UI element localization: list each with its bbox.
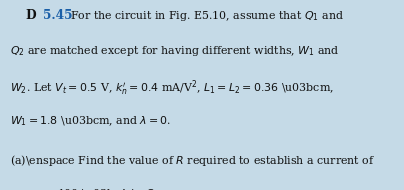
- Text: D: D: [25, 9, 36, 21]
- Text: $W_2$. Let $V_t = 0.5$ V, $k_n' = 0.4$ mA/V$^2$, $L_1 = L_2 = 0.36$ \u03bcm,: $W_2$. Let $V_t = 0.5$ V, $k_n' = 0.4$ m…: [10, 79, 334, 98]
- Text: $Q_2$ are matched except for having different widths, $W_1$ and: $Q_2$ are matched except for having diff…: [10, 44, 340, 58]
- Text: (a)\enspace Find the value of $R$ required to establish a current of: (a)\enspace Find the value of $R$ requir…: [10, 153, 375, 168]
- Text: 100 \u03bcA in $Q_1$.: 100 \u03bcA in $Q_1$.: [57, 188, 163, 190]
- Text: 5.45: 5.45: [43, 9, 73, 21]
- Text: For the circuit in Fig. E5.10, assume that $Q_1$ and: For the circuit in Fig. E5.10, assume th…: [70, 9, 344, 23]
- Text: $W_1 = 1.8$ \u03bcm, and $\lambda = 0$.: $W_1 = 1.8$ \u03bcm, and $\lambda = 0$.: [10, 114, 171, 128]
